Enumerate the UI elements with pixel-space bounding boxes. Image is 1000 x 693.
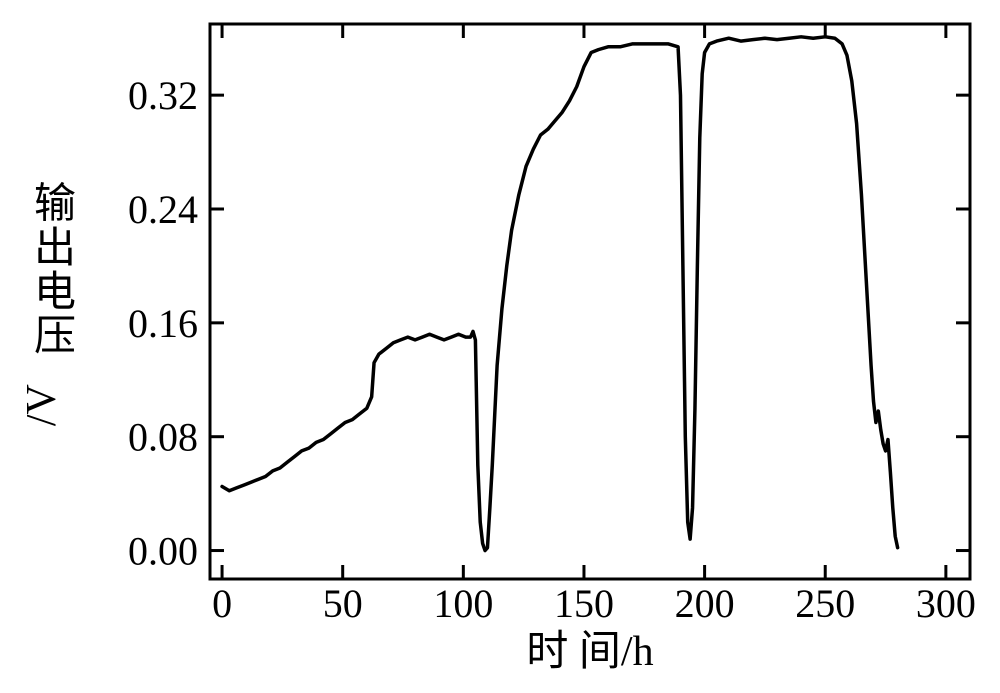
y-tick-label: 0.00 xyxy=(128,529,198,574)
svg-text:/V: /V xyxy=(19,384,65,426)
svg-text:压: 压 xyxy=(34,314,76,360)
x-tick-label: 200 xyxy=(675,581,735,626)
x-tick-label: 50 xyxy=(323,581,363,626)
x-tick-label: 250 xyxy=(795,581,855,626)
chart-svg: 0 50 100 150 200 250 300 0.00 0.08 0.16 0.24 0.32 时 … xyxy=(0,0,1000,693)
x-axis-label: 时 间/h xyxy=(526,629,653,675)
x-tick-label: 0 xyxy=(212,581,232,626)
svg-text:输: 输 xyxy=(34,182,76,228)
voltage-time-chart: 0 50 100 150 200 250 300 0.00 0.08 0.16 0.24 0.32 时 … xyxy=(0,0,1000,693)
x-tick-label: 100 xyxy=(433,581,493,626)
x-tick-label: 300 xyxy=(916,581,976,626)
y-tick-label: 0.32 xyxy=(128,73,198,118)
x-tick-label: 150 xyxy=(554,581,614,626)
y-tick-label: 0.24 xyxy=(128,187,198,232)
svg-text:电: 电 xyxy=(34,270,76,316)
svg-text:出: 出 xyxy=(34,226,76,272)
y-tick-label: 0.16 xyxy=(128,301,198,346)
y-tick-label: 0.08 xyxy=(128,415,198,460)
